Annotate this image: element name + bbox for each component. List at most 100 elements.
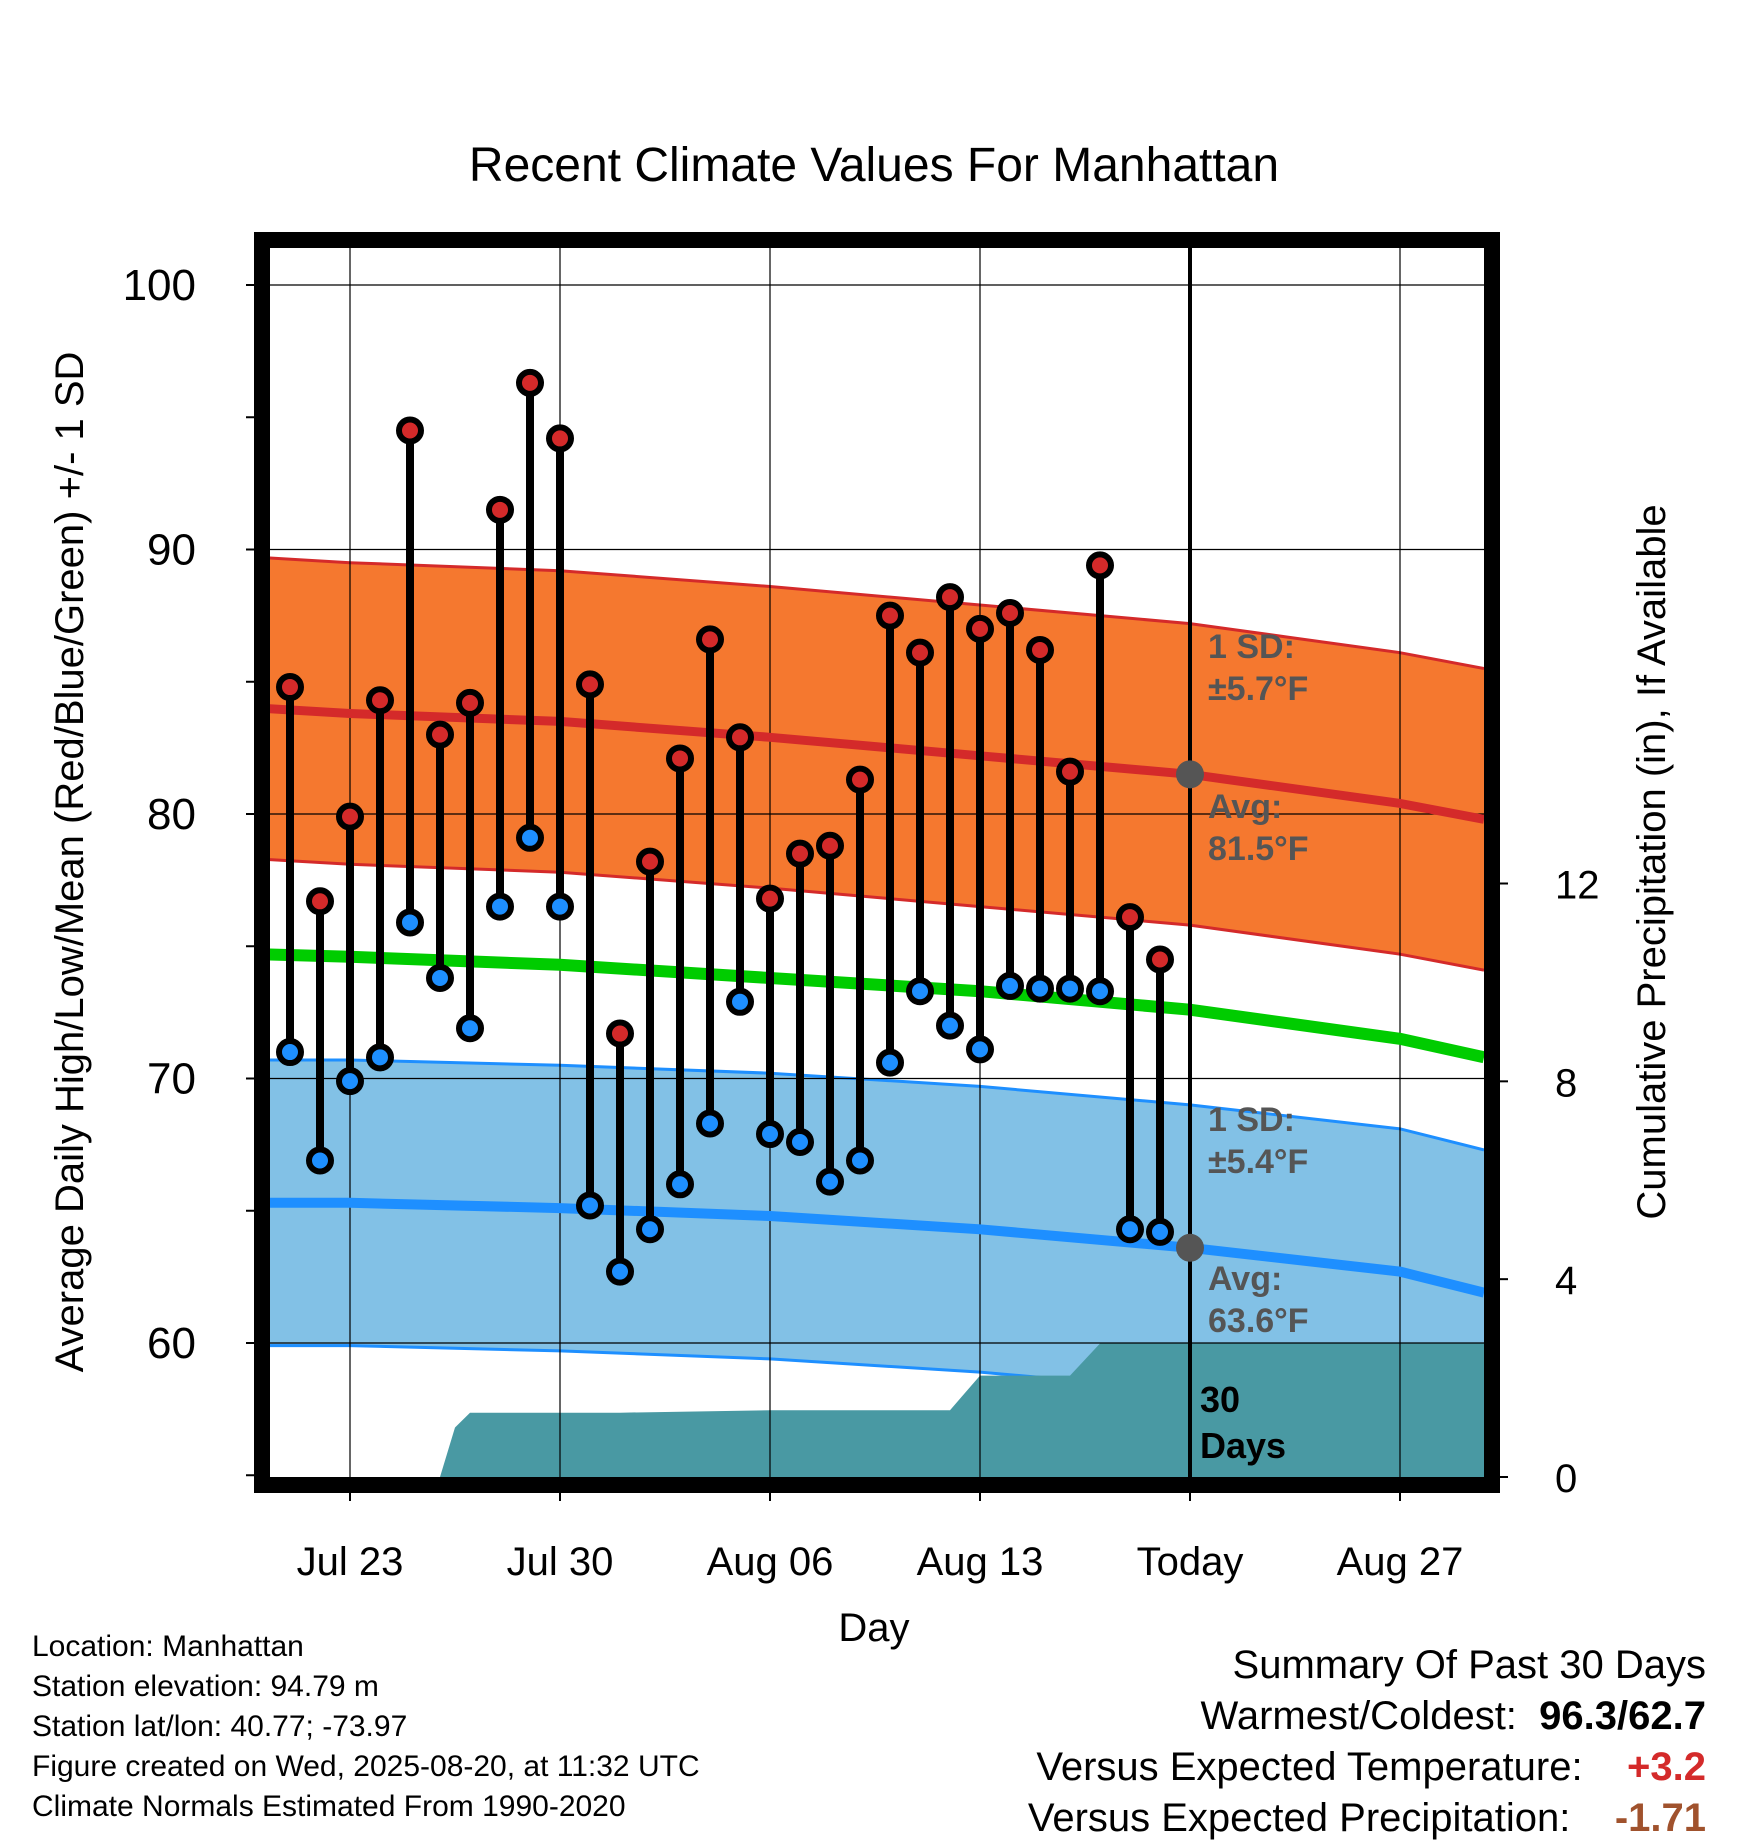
avg-low-line — [270, 1197, 1484, 1298]
daily-high-point — [336, 802, 364, 831]
daily-high-point — [366, 686, 394, 715]
x-tick-label: Aug 27 — [1337, 1540, 1464, 1584]
x-axis-label: Day — [838, 1606, 909, 1650]
high-band-lower-edge — [270, 858, 1484, 972]
location-text: Location: Manhattan — [32, 1630, 304, 1663]
y-tick-label: 80 — [147, 790, 196, 839]
normals-text: Climate Normals Estimated From 1990-2020 — [32, 1790, 626, 1823]
daily-high-point — [816, 831, 844, 860]
summary-title: Summary Of Past 30 Days — [1232, 1643, 1706, 1687]
daily-high-point — [786, 839, 814, 868]
daily-low-point — [276, 1038, 304, 1067]
daily-low-point — [546, 892, 574, 921]
daily-high-point — [606, 1019, 634, 1048]
daily-low-point — [606, 1257, 634, 1286]
daily-low-point — [486, 892, 514, 921]
daily-high-point — [666, 744, 694, 773]
daily-low-point — [576, 1191, 604, 1220]
y2-tick-label: 8 — [1555, 1061, 1577, 1105]
plot-area — [270, 248, 1484, 1477]
low-sd-value: ±5.4°F — [1208, 1143, 1308, 1181]
high-sd-label: 1 SD: — [1208, 628, 1295, 666]
y2-tick-label: 0 — [1555, 1457, 1577, 1501]
low-avg-label: Avg: — [1208, 1260, 1282, 1298]
days-label-number: 30 — [1200, 1379, 1240, 1420]
daily-high-point — [936, 583, 964, 612]
daily-low-point — [966, 1035, 994, 1064]
x-tick-label: Jul 30 — [507, 1540, 614, 1584]
daily-high-point — [636, 847, 664, 876]
daily-high-point — [576, 670, 604, 699]
daily-low-point — [726, 987, 754, 1016]
elevation-text: Station elevation: 94.79 m — [32, 1670, 379, 1703]
daily-low-point — [1056, 974, 1084, 1003]
daily-high-point — [396, 416, 424, 445]
daily-low-point — [876, 1048, 904, 1077]
high-avg-value: 81.5°F — [1208, 830, 1309, 868]
daily-high-point — [1146, 945, 1174, 974]
y-tick-label: 60 — [147, 1319, 196, 1368]
daily-high-point — [276, 673, 304, 702]
temp-anomaly-row: Versus Expected Temperature: +3.2 — [1028, 1742, 1706, 1793]
daily-high-point — [1056, 757, 1084, 786]
daily-high-point — [726, 723, 754, 752]
daily-low-point — [666, 1170, 694, 1199]
daily-high-point — [486, 495, 514, 524]
daily-high-point — [876, 601, 904, 630]
precip-anomaly-row: Versus Expected Precipitation: -1.71 — [1028, 1793, 1706, 1844]
precipitation-area — [440, 1343, 1484, 1477]
daily-low-point — [426, 963, 454, 992]
avg-high-line — [270, 704, 1484, 824]
today-avg-high-marker — [1176, 760, 1204, 789]
daily-high-point — [846, 765, 874, 794]
daily-low-point — [1116, 1215, 1144, 1244]
daily-low-point — [786, 1127, 814, 1156]
y-tick-label: 90 — [147, 526, 196, 575]
high-avg-label: Avg: — [1208, 788, 1282, 826]
x-tick-label: Aug 06 — [707, 1540, 834, 1584]
chart-title: Recent Climate Values For Manhattan — [469, 139, 1279, 192]
daily-low-point — [1026, 974, 1054, 1003]
temp-anomaly-value: +3.2 — [1627, 1745, 1706, 1789]
plot-frame — [254, 232, 1500, 1493]
y2-axis-label: Cumulative Precipitation (in), If Availa… — [1630, 504, 1674, 1219]
today-avg-low-marker — [1176, 1233, 1204, 1262]
y2-tick-label: 4 — [1555, 1259, 1577, 1303]
low-avg-value: 63.6°F — [1208, 1302, 1309, 1340]
latlon-text: Station lat/lon: 40.77; -73.97 — [32, 1710, 408, 1743]
y-axis-label: Average Daily High/Low/Mean (Red/Blue/Gr… — [48, 352, 92, 1373]
low-sd-band — [270, 1060, 1484, 1436]
daily-low-point — [1146, 1217, 1174, 1246]
daily-low-point — [396, 908, 424, 937]
days-label-word: Days — [1200, 1425, 1286, 1466]
high-band-upper-edge — [270, 556, 1484, 670]
y-tick-label: 70 — [147, 1055, 196, 1104]
y-tick-label: 100 — [123, 261, 196, 310]
daily-low-point — [936, 1011, 964, 1040]
high-sd-value: ±5.7°F — [1208, 670, 1308, 708]
avg-mean-line — [270, 948, 1484, 1064]
warm-cold-label: Warmest/Coldest: — [1200, 1694, 1517, 1738]
daily-low-point — [696, 1109, 724, 1138]
temp-anomaly-label: Versus Expected Temperature: — [1036, 1745, 1583, 1789]
daily-low-point — [996, 971, 1024, 1000]
warmest-value: 96.3 — [1539, 1694, 1618, 1738]
station-info: Location: Manhattan Station elevation: 9… — [32, 1627, 700, 1827]
daily-low-point — [516, 823, 544, 852]
high-sd-band — [270, 557, 1484, 971]
warm-cold-slash: / — [1617, 1694, 1629, 1738]
daily-low-point — [816, 1167, 844, 1196]
daily-high-point — [1116, 903, 1144, 932]
x-tick-label: Jul 23 — [297, 1540, 404, 1584]
daily-low-point — [756, 1120, 784, 1149]
daily-high-point — [426, 720, 454, 749]
daily-high-point — [696, 625, 724, 654]
daily-high-point — [1086, 551, 1114, 580]
daily-low-point — [906, 977, 934, 1006]
daily-high-point — [306, 887, 334, 916]
daily-high-point — [546, 424, 574, 453]
created-text: Figure created on Wed, 2025-08-20, at 11… — [32, 1750, 700, 1783]
precip-anomaly-value: -1.71 — [1614, 1796, 1706, 1840]
daily-high-point — [906, 638, 934, 667]
